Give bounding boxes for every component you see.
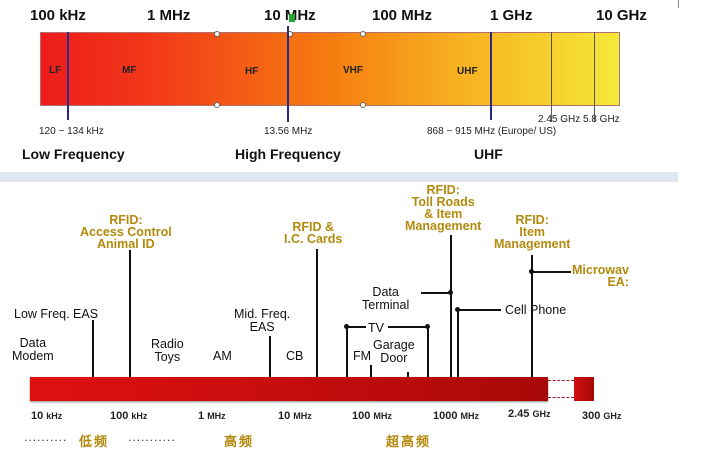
cell-phone-connector (457, 309, 501, 311)
axis-label-300ghz: 300 GHz (582, 410, 622, 422)
cn-label-low-frequency: 低频 (79, 434, 110, 449)
data-terminal-dot (448, 290, 453, 295)
app-line-rfid-access (129, 250, 131, 377)
tick-label-1mhz: 1 MHz (147, 7, 191, 24)
app-label-cell-phone: Cell Phone (505, 303, 567, 317)
marker-label-120-134khz: 120 ~ 134 kHz (39, 126, 104, 137)
section-divider (0, 172, 678, 182)
section-low-frequency: Low Frequency (22, 146, 125, 162)
app-label-rfid-ic-cards: RFID & I.C. Cards (284, 220, 343, 246)
microwave-connector (531, 271, 571, 273)
axis-label-1mhz: 1 MHz (198, 410, 226, 422)
app-label-radio-toys: Radio Toys (151, 337, 184, 364)
tick-label-100khz: 100 kHz (30, 7, 86, 24)
app-line-rfid-cards (316, 249, 318, 377)
app-label-cb: CB (286, 349, 304, 363)
marker-label-13-56mhz: 13.56 MHz (264, 126, 313, 137)
app-label-data-modem: Data Modem (12, 336, 54, 363)
app-label-rfid-item-management: RFID: Item Management (494, 213, 571, 251)
band-label-mf: MF (122, 65, 137, 76)
tick-label-10ghz: 10 GHz (596, 7, 647, 24)
app-line-garage (407, 372, 409, 377)
frequency-bar-end (574, 377, 594, 401)
marker-line-hf (287, 26, 289, 122)
app-label-data-terminal: Data Terminal (362, 285, 410, 312)
app-line-tv-left (346, 326, 348, 377)
app-label-rfid-access-control: RFID: Access Control Animal ID (80, 213, 172, 251)
tick-dot (360, 102, 366, 108)
frequency-bar (30, 377, 548, 401)
marker-line-lf (67, 32, 69, 120)
tick-dot (360, 31, 366, 37)
cn-label-uhf: 超高频 (386, 434, 432, 449)
microwave-dot (529, 269, 534, 274)
app-line-rfid-item (531, 255, 533, 377)
bar-break-dash-top (548, 380, 574, 381)
app-label-low-freq-eas: Low Freq. EAS (14, 307, 99, 321)
cn-label-high-frequency: 高频 (224, 434, 255, 449)
bar-break-dash-bottom (548, 397, 574, 398)
band-label-hf: HF (245, 66, 259, 77)
app-line-cell-phone (457, 308, 459, 377)
marker-label-2-45ghz: 2.45 GHz (538, 114, 581, 125)
axis-label-10mhz: 10 MHz (278, 410, 312, 422)
tick-dot (214, 102, 220, 108)
app-line-fm (370, 365, 372, 377)
tv-connector-left (346, 326, 366, 328)
axis-label-100khz: 100 kHz (110, 410, 148, 422)
axis-label-100mhz: 100 MHz (352, 410, 392, 422)
marker-label-5-8ghz: 5.8 GHz (583, 114, 620, 125)
green-marker-icon (289, 14, 295, 22)
tv-dot-left (344, 324, 349, 329)
app-line-rfid-toll (450, 235, 452, 377)
tick-label-100mhz: 100 MHz (372, 7, 433, 24)
app-line-low-freq-eas (92, 320, 94, 377)
data-terminal-connector (421, 292, 451, 294)
marker-label-868-915mhz: 868 ~ 915 MHz (Europe/ US) (427, 126, 557, 137)
app-label-tv: TV (368, 321, 384, 335)
spectrum-bar (40, 32, 620, 106)
app-label-am: AM (213, 349, 232, 363)
app-label-microwave-eas: Microwav EA: (572, 263, 629, 289)
section-uhf: UHF (474, 146, 503, 162)
axis-label-2-45ghz: 2.45 GHz (508, 408, 551, 420)
band-label-vhf: VHF (343, 65, 363, 76)
app-label-rfid-toll-roads: RFID: Toll Roads & Item Management (405, 183, 482, 233)
tick-label-1ghz: 1 GHz (490, 7, 533, 24)
marker-line-uhf (490, 32, 492, 120)
app-line-mid-freq-eas (269, 336, 271, 377)
app-label-fm: FM (353, 349, 372, 363)
tv-connector-right (388, 326, 428, 328)
app-line-tv-right (427, 326, 429, 377)
app-label-mid-freq-eas: Mid. Freq. EAS (234, 307, 291, 334)
dotted-leader: ........... (128, 430, 176, 444)
tv-dot-right (425, 324, 430, 329)
edge-mark (678, 0, 679, 8)
tick-dot (214, 31, 220, 37)
axis-label-10khz: 10 kHz (31, 410, 63, 422)
cell-phone-dot (455, 307, 460, 312)
band-label-uhf: UHF (457, 66, 478, 77)
axis-label-1000mhz: 1000 MHz (433, 410, 480, 422)
section-high-frequency: High Frequency (235, 146, 341, 162)
band-label-lf: LF (49, 65, 62, 76)
tick-mark-5-8ghz (594, 32, 595, 122)
tick-mark-2-45ghz (551, 32, 552, 122)
dotted-leader: .......... (24, 430, 68, 444)
app-label-garage-door: Garage Door (373, 338, 415, 365)
